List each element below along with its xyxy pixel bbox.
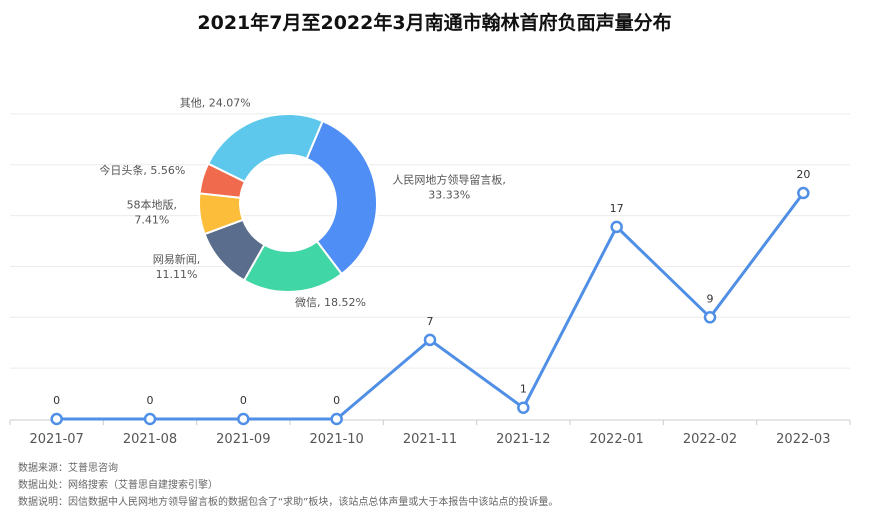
data-point: [703, 311, 717, 324]
x-tick-label: 2021-09: [216, 432, 270, 447]
data-point: [237, 412, 250, 426]
source-note: 数据来源：艾普思咨询: [18, 463, 118, 474]
data-point: [143, 412, 157, 426]
data-label: 1: [520, 383, 527, 396]
slice-label: 其他, 24.07%: [180, 96, 251, 109]
x-tick-label: 2021-07: [30, 432, 84, 447]
slice-label: 微信, 18.52%: [295, 295, 366, 309]
slice-label: 人民网地方领导留言板, 33.33%: [392, 172, 506, 201]
data-point: [610, 220, 623, 234]
x-tick-label: 2022-03: [776, 432, 830, 447]
data-label: 7: [427, 315, 434, 328]
chart-canvas: 2021-07 2021-08 2021-09 2021-10 2021-11 2021-…: [9, 96, 851, 447]
x-tick-label: 2022-02: [683, 432, 737, 447]
data-label: 20: [796, 168, 810, 181]
line-series: 0 0 0 0 7 1 17 9 20: [50, 168, 810, 426]
data-label: 0: [240, 394, 247, 407]
x-tick-label: 2021-08: [123, 432, 177, 447]
donut-chart: 人民网地方领导留言板, 33.33% 微信, 18.52% 网易新闻, 11.11% 58…: [99, 96, 506, 308]
slice-label: 58本地版, 7.41%: [127, 198, 178, 227]
data-label: 17: [610, 202, 624, 215]
data-point: [517, 401, 530, 414]
grid-lines: [10, 113, 850, 369]
series-line: [56, 192, 805, 421]
x-tick-label: 2022-01: [590, 432, 644, 447]
footnotes: 数据来源：艾普思咨询 数据出处：网络搜索（艾普思自建搜索引擎） 数据说明：因信数…: [18, 460, 558, 511]
data-label: 0: [333, 394, 340, 407]
data-label: 0: [53, 394, 60, 407]
origin-note: 数据出处：网络搜索（艾普思自建搜索引擎）: [18, 480, 218, 491]
x-axis: 2021-07 2021-08 2021-09 2021-10 2021-11 2021-…: [9, 419, 851, 447]
pie-slice: [305, 119, 378, 276]
slice-label: 网易新闻, 11.11%: [153, 252, 201, 281]
x-tick-label: 2021-12: [496, 432, 550, 447]
pie-slice: [206, 113, 324, 184]
x-tick-label: 2021-11: [403, 432, 457, 447]
data-point: [330, 412, 343, 426]
data-point: [50, 412, 63, 426]
data-point: [797, 186, 810, 200]
chart-title: 2021年7月至2022年3月南通市翰林首府负面声量分布: [197, 12, 672, 34]
explanation-note: 数据说明：因信数据中人民网地方领导留言板的数据包含了“求助”板块，该站点总体声量…: [18, 497, 559, 508]
data-label: 0: [147, 394, 154, 407]
data-point: [423, 333, 437, 347]
x-tick-label: 2021-10: [310, 432, 364, 447]
slice-label: 今日头条, 5.56%: [99, 163, 185, 177]
data-label: 9: [707, 292, 714, 305]
